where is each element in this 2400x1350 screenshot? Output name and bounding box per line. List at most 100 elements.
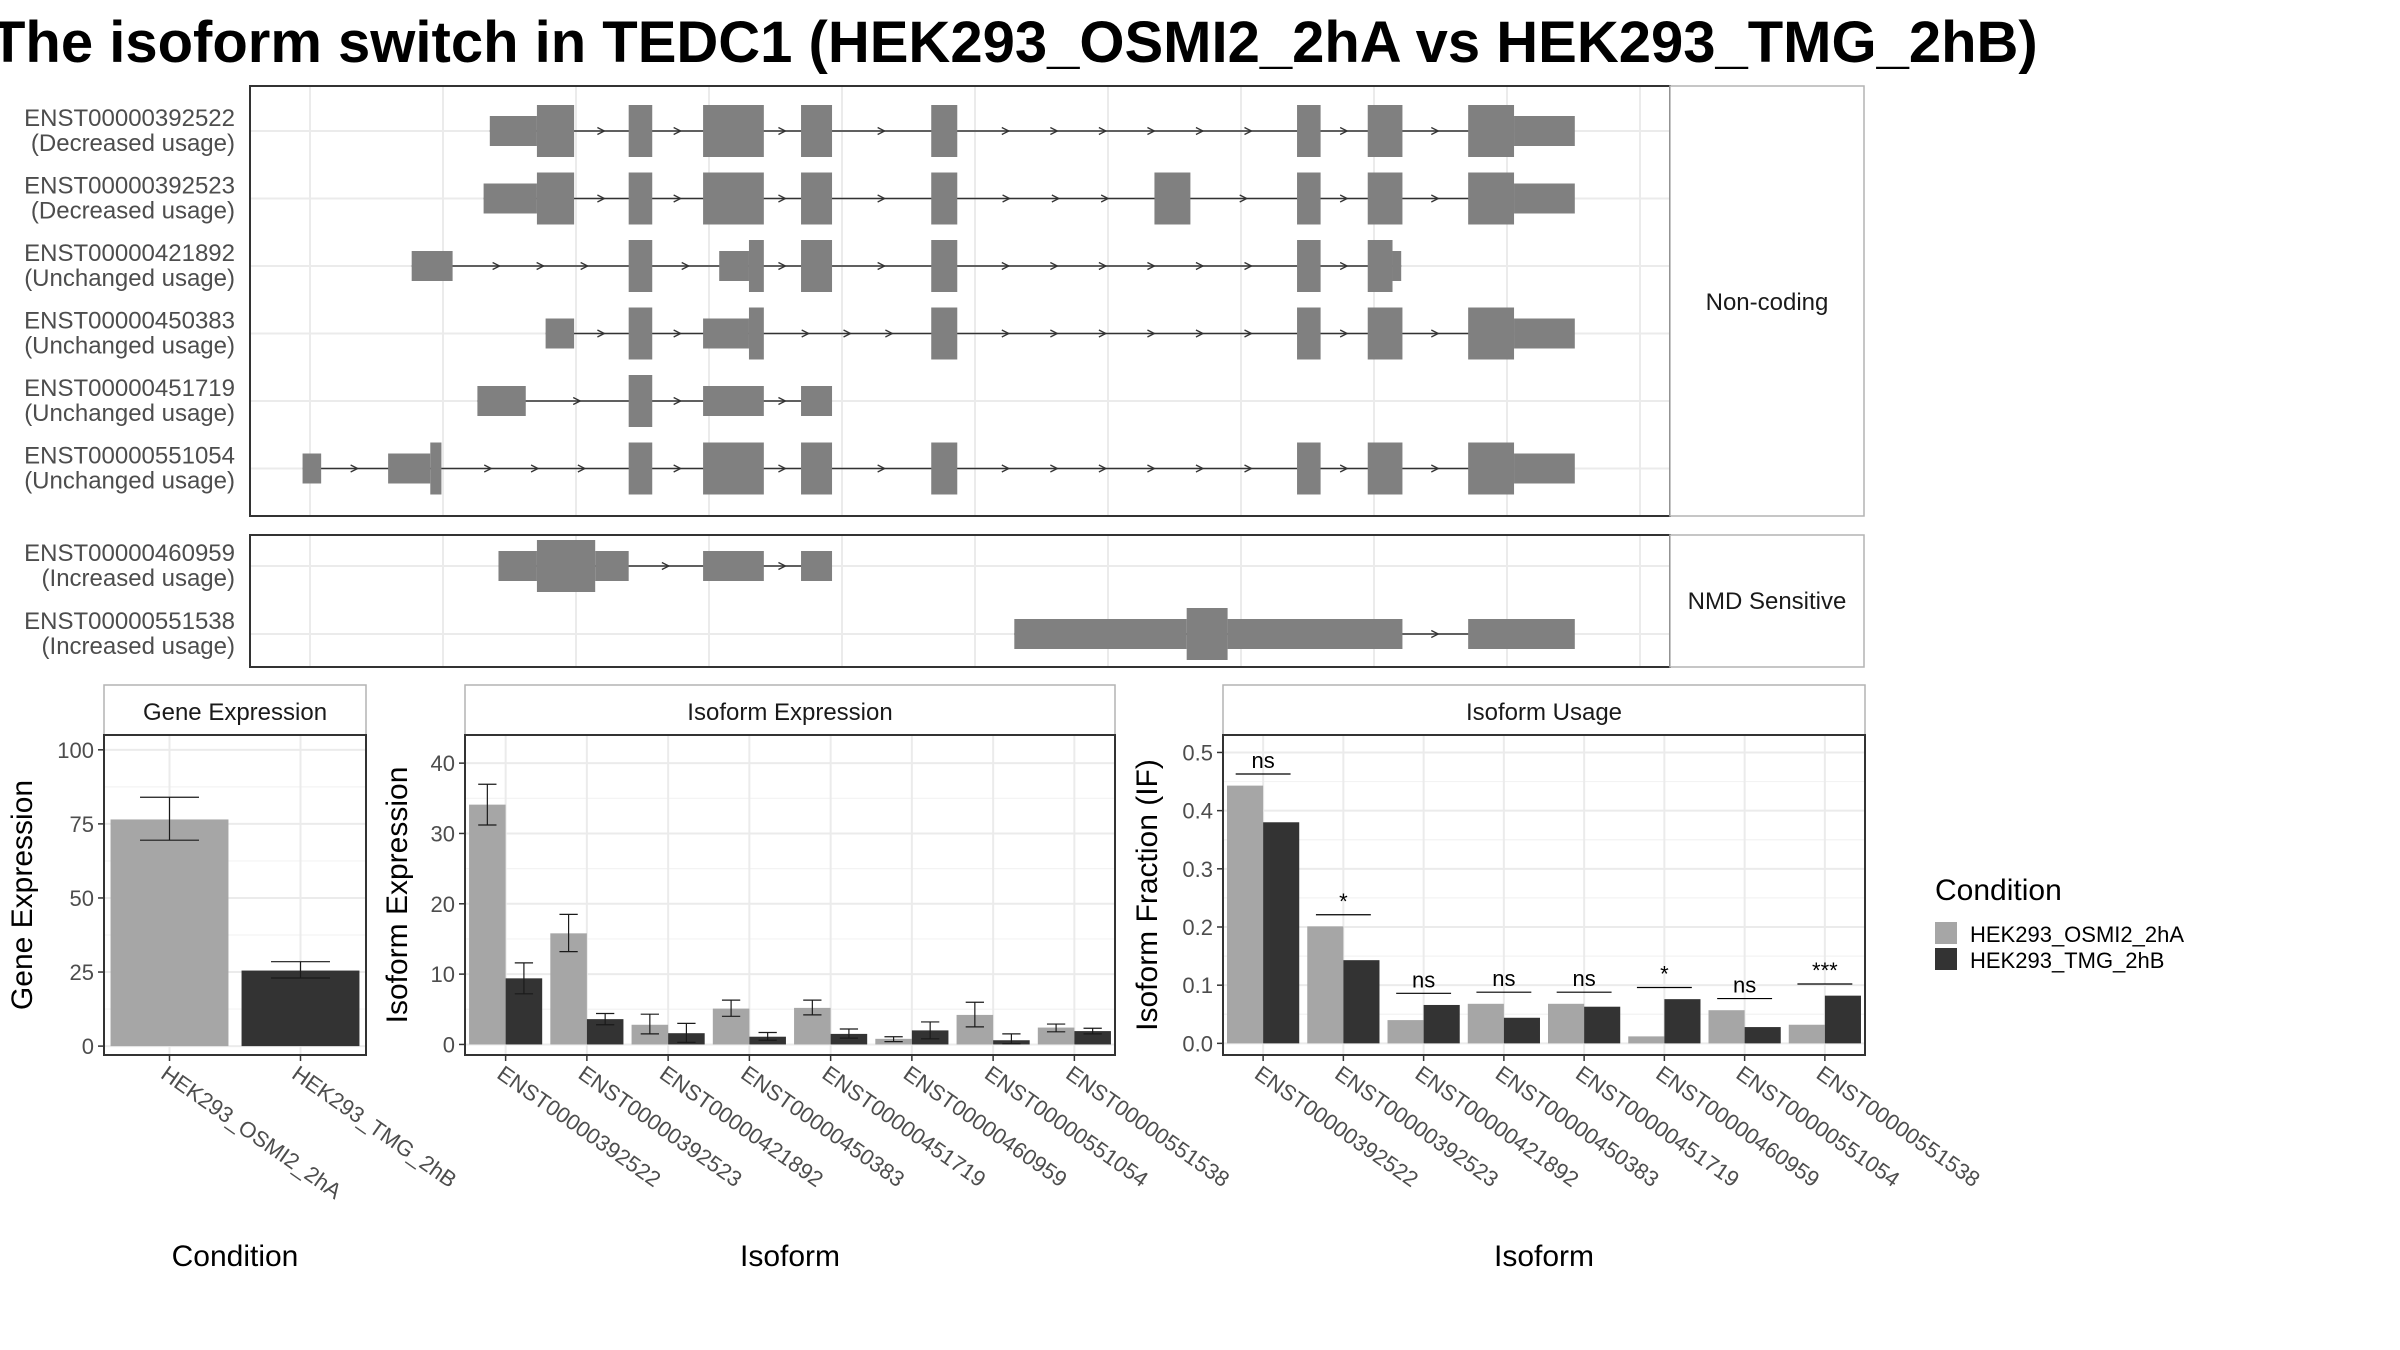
isoform-usage-bar <box>1788 1024 1825 1044</box>
isoform-expression-y-tick-label: 40 <box>431 751 455 776</box>
transcript-usage-label: (Increased usage) <box>42 565 235 592</box>
isoform-usage-y-tick-label: 0.4 <box>1182 799 1213 824</box>
coding-exon <box>628 172 653 225</box>
isoform-usage-plot: ns*ns ns ns * ns***0.00.10.20.30.40.5ENST000… <box>1182 734 1985 1192</box>
intron-direction-arrow <box>778 261 787 271</box>
intron-direction-arrow <box>530 464 540 473</box>
intron-direction-arrow <box>1195 261 1205 271</box>
utr-exon <box>545 318 575 349</box>
intron-direction-arrow <box>778 561 787 571</box>
transcript-usage-label: (Unchanged usage) <box>24 400 235 427</box>
intron-direction-arrow <box>1001 464 1011 473</box>
utr-exon <box>801 551 833 581</box>
coding-exon <box>703 105 764 157</box>
legend-title: Condition <box>1935 874 2062 907</box>
coding-exon <box>801 240 833 292</box>
gene-y-tick-label: 75 <box>70 812 94 837</box>
nmd-gridlines <box>251 536 1669 666</box>
nmd-strip-label: NMD Sensitive <box>1688 588 1847 615</box>
isoform-usage-y-tick-label: 0.1 <box>1182 973 1213 998</box>
nmd-tracks: ENST00000460959(Increased usage)ENST0000… <box>24 540 1575 660</box>
isoform-expression-y-tick-label: 30 <box>431 821 455 846</box>
utr-exon <box>388 453 431 484</box>
isoform-usage-title: Isoform Usage <box>1466 699 1622 726</box>
isoform-usage-bar <box>1744 1027 1781 1044</box>
non-coding-tracks: ENST00000392522(Decreased usage)ENST0000… <box>24 105 1575 495</box>
isoform-expression-bar <box>631 1024 669 1045</box>
isoform-usage-bar <box>1307 926 1344 1044</box>
intron-direction-arrow <box>1244 329 1253 338</box>
intron-direction-arrow <box>673 396 683 406</box>
gene-y-tick-label: 100 <box>57 738 94 763</box>
transcript-id-label: ENST00000551054 <box>24 443 235 470</box>
coding-exon <box>536 105 575 157</box>
isoform-usage-bar <box>1503 1017 1540 1044</box>
non-coding-panel-frame <box>249 85 1671 517</box>
isoform-usage-bar <box>1664 999 1701 1044</box>
intron-direction-arrow <box>597 126 606 136</box>
intron-direction-arrow <box>536 261 546 271</box>
intron-direction-arrow <box>778 194 787 203</box>
significance-label: ns <box>1573 966 1596 991</box>
intron-direction-arrow <box>877 261 887 271</box>
intron-direction-arrow <box>492 261 502 271</box>
transcript-usage-label: (Unchanged usage) <box>24 265 235 292</box>
isoform-expression-bar <box>469 804 506 1045</box>
intron-direction-arrow <box>1339 329 1349 338</box>
intron-direction-arrow <box>661 561 671 571</box>
coding-exon <box>931 172 958 225</box>
coding-exon <box>1367 240 1393 292</box>
coding-exon <box>1186 608 1228 660</box>
intron-direction-arrow <box>1050 329 1059 338</box>
intron-direction-arrow <box>877 194 887 203</box>
intron-direction-arrow <box>1244 126 1253 136</box>
transcript-id-label: ENST00000460959 <box>24 540 235 567</box>
utr-exon <box>1392 251 1402 281</box>
transcript-structure-panel: ENST00000392522(Decreased usage)ENST0000… <box>24 85 1865 668</box>
isoform-usage-bar <box>1467 1003 1504 1044</box>
nmd-sensitive-panel: ENST00000460959(Increased usage)ENST0000… <box>24 534 1865 668</box>
isoform-usage-chart: Isoform Usage ns * ns ns ns * ns *** 0.0 0.1 0.2 0.… <box>1131 684 1985 1273</box>
intron-direction-arrow <box>1001 261 1011 271</box>
intron-direction-arrow <box>1100 194 1110 203</box>
isoform-usage-bar <box>1343 960 1380 1044</box>
intron-direction-arrow <box>778 464 787 473</box>
utr-exon <box>703 386 764 416</box>
coding-exon <box>430 442 442 495</box>
intron-direction-arrow <box>1050 261 1059 271</box>
isoform-expression-plot-border <box>464 734 1116 1056</box>
coding-exon <box>1468 105 1515 157</box>
non-coding-strip-label: Non-coding <box>1706 289 1829 316</box>
coding-exon <box>931 105 958 157</box>
isoform-usage-ylabel: Isoform Fraction (IF) <box>1131 759 1164 1031</box>
gene-y-tick-label: 50 <box>70 886 94 911</box>
coding-exon <box>628 442 653 495</box>
coding-exon <box>703 172 764 225</box>
utr-exon <box>411 251 453 281</box>
intron-direction-arrow <box>877 464 887 473</box>
intron-direction-arrow <box>1051 194 1061 203</box>
coding-exon <box>931 240 958 292</box>
coding-exon <box>1297 240 1321 292</box>
intron-direction-arrow <box>1195 126 1205 136</box>
intron-direction-arrow <box>1098 464 1108 473</box>
intron-direction-arrow <box>843 329 852 338</box>
gene-expression-ylabel: Gene Expression <box>6 780 39 1010</box>
intron-direction-arrow <box>1050 464 1059 473</box>
utr-exon <box>703 318 749 349</box>
significance-label: ns <box>1252 748 1275 773</box>
intron-direction-arrow <box>1431 126 1440 136</box>
utr-exon <box>477 386 526 416</box>
intron-direction-arrow <box>673 126 683 136</box>
coding-exon <box>628 307 653 360</box>
coding-exon <box>1468 442 1515 495</box>
coding-exon <box>801 105 833 157</box>
intron-direction-arrow <box>1001 126 1011 136</box>
significance-label: ns <box>1733 973 1756 998</box>
isoform-expression-plot: 010203040ENST00000392522ENST00000392523E… <box>431 734 1234 1192</box>
gene-expression-xlabel: Condition <box>172 1240 299 1273</box>
utr-exon <box>719 251 749 281</box>
coding-exon <box>1297 442 1321 495</box>
coding-exon <box>1297 172 1321 225</box>
